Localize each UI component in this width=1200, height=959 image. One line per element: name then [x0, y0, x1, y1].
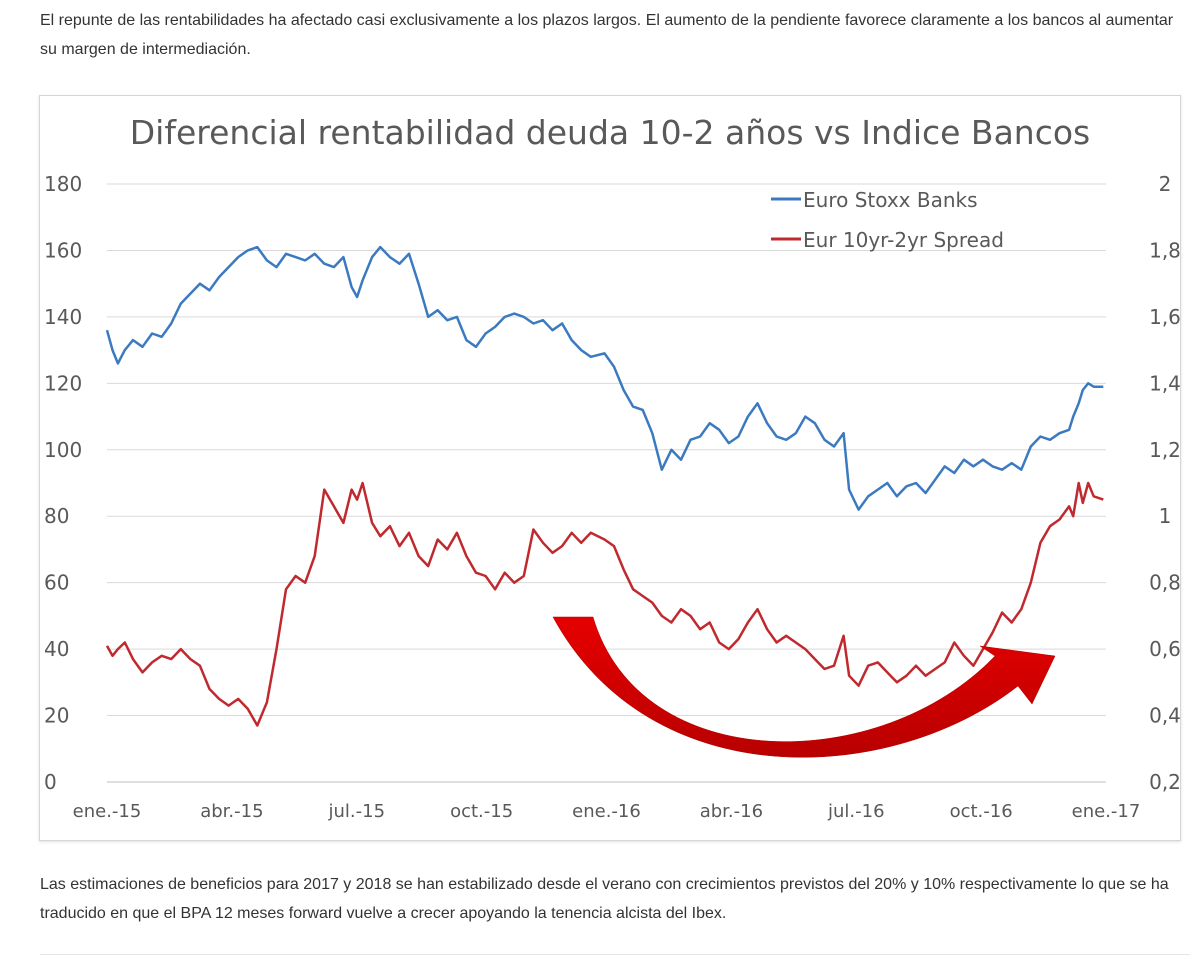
- y-right-tick-label: 1,2: [1149, 438, 1180, 462]
- gridlines: [107, 183, 1106, 783]
- y-right-tick-label: 2: [1159, 172, 1172, 196]
- legend-label-spread: Eur 10yr-2yr Spread: [803, 228, 1004, 252]
- x-tick-label: abr.-16: [700, 801, 763, 822]
- x-tick-label: oct.-15: [450, 801, 513, 822]
- y-axis-right: 2 1,8 1,6 1,4 1,2 1 0,8 0,6 0,4 0,2: [1149, 172, 1180, 794]
- curved-arrow-shape: [552, 616, 1056, 758]
- y-right-tick-label: 0,4: [1149, 704, 1180, 728]
- y-right-tick-label: 0,8: [1149, 571, 1180, 595]
- section-divider: [40, 954, 1190, 955]
- y-left-tick-label: 80: [44, 504, 69, 528]
- y-right-tick-label: 1,6: [1149, 305, 1180, 329]
- y-left-tick-label: 160: [44, 238, 82, 262]
- x-tick-label: ene.-15: [73, 801, 142, 822]
- series-line-spread: [105, 481, 1104, 727]
- y-left-tick-label: 100: [44, 438, 82, 462]
- series-line-banks: [105, 245, 1104, 511]
- y-left-tick-label: 60: [44, 571, 69, 595]
- x-axis: ene.-15 abr.-15 jul.-15 oct.-15 ene.-16 abr.-…: [73, 801, 1141, 822]
- y-left-tick-label: 20: [44, 704, 69, 728]
- series-lines: [105, 245, 1104, 727]
- chart-title: Diferencial rentabilidad deuda 10-2 años…: [130, 113, 1090, 152]
- chart-container: Diferencial rentabilidad deuda 10-2 años…: [39, 95, 1181, 841]
- y-axis-left: 180 160 140 120 100 80 60 40 20 0: [44, 172, 82, 794]
- x-tick-label: ene.-17: [1072, 801, 1141, 822]
- y-left-tick-label: 140: [44, 305, 82, 329]
- paragraph-intro: El repunte de las rentabilidades ha afec…: [40, 12, 1174, 58]
- legend: Euro Stoxx Banks Eur 10yr-2yr Spread: [771, 188, 1004, 252]
- y-right-tick-label: 1,8: [1149, 238, 1180, 262]
- x-tick-label: abr.-15: [200, 801, 263, 822]
- trend-arrow: [552, 616, 1056, 758]
- y-left-tick-label: 180: [44, 172, 82, 196]
- y-left-tick-label: 120: [44, 371, 82, 395]
- legend-label-banks: Euro Stoxx Banks: [803, 188, 978, 212]
- y-right-tick-label: 0,6: [1149, 637, 1180, 661]
- x-tick-label: ene.-16: [572, 801, 641, 822]
- x-tick-label: oct.-16: [950, 801, 1013, 822]
- y-right-tick-label: 1,4: [1149, 371, 1180, 395]
- paragraph-earnings: Las estimaciones de beneficios para 2017…: [40, 876, 1169, 922]
- chart-canvas: Diferencial rentabilidad deuda 10-2 años…: [44, 113, 1180, 822]
- x-tick-label: jul.-15: [327, 801, 385, 822]
- x-tick-label: jul.-16: [827, 801, 885, 822]
- y-right-tick-label: 0,2: [1149, 770, 1180, 794]
- y-left-tick-label: 0: [44, 770, 57, 794]
- y-left-tick-label: 40: [44, 637, 69, 661]
- y-right-tick-label: 1: [1159, 504, 1172, 528]
